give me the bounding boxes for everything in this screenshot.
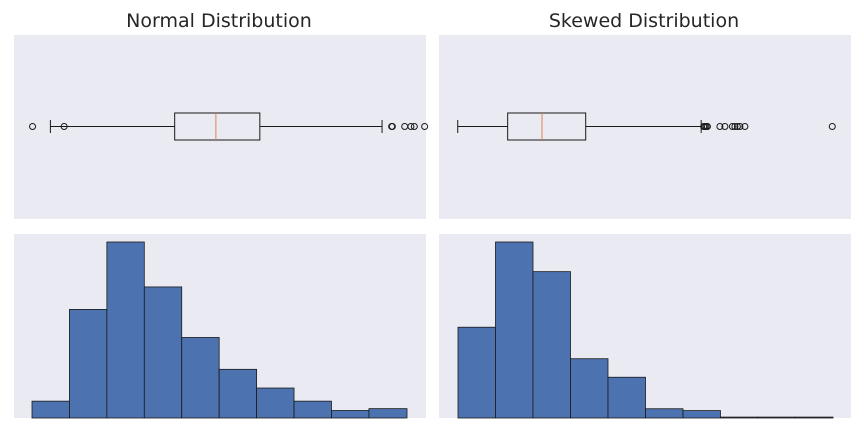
histogram-bar <box>106 241 145 419</box>
histogram-bar <box>69 309 108 419</box>
histogram-bar <box>532 271 571 419</box>
outlier-point <box>728 123 736 130</box>
outlier-point <box>736 123 744 130</box>
histogram-normal-panel <box>14 234 426 419</box>
outlier-point <box>741 123 749 130</box>
histogram-bar <box>331 410 370 419</box>
histogram-bar <box>495 241 534 419</box>
histogram-bar <box>757 416 796 419</box>
outlier-point <box>716 123 724 130</box>
histogram-bar <box>181 337 220 419</box>
boxplot-skewed-panel <box>439 35 851 219</box>
histogram-skewed-panel <box>439 234 851 419</box>
histogram-bar <box>218 368 258 419</box>
outlier-point <box>733 123 741 130</box>
outlier-point <box>721 123 729 130</box>
histogram-bar <box>31 400 70 419</box>
histogram-bar <box>570 358 609 419</box>
histogram-bar <box>607 376 646 419</box>
outlier-point <box>60 123 68 130</box>
histogram-bar <box>645 408 684 419</box>
iqr-box <box>507 112 587 141</box>
outlier-point <box>388 123 396 130</box>
outlier-point <box>703 123 711 130</box>
iqr-box <box>174 112 261 141</box>
outlier-point <box>421 123 429 130</box>
outlier-point <box>29 123 37 130</box>
outlier-point <box>407 123 415 130</box>
histogram-bar <box>256 387 295 419</box>
histogram-bar <box>457 326 496 419</box>
boxplot-normal-panel <box>14 35 429 219</box>
histogram-bar <box>682 410 721 419</box>
outlier-point <box>731 123 739 130</box>
outlier-point <box>828 123 836 130</box>
histogram-bar <box>143 286 183 419</box>
title-skewed-distribution: Skewed Distribution <box>549 10 739 32</box>
histogram-bar <box>720 416 759 419</box>
histogram-bar <box>293 400 332 419</box>
outlier-point <box>410 123 418 130</box>
title-normal-distribution: Normal Distribution <box>126 10 312 32</box>
histogram-bar <box>368 408 408 419</box>
histogram-bar <box>795 416 834 419</box>
